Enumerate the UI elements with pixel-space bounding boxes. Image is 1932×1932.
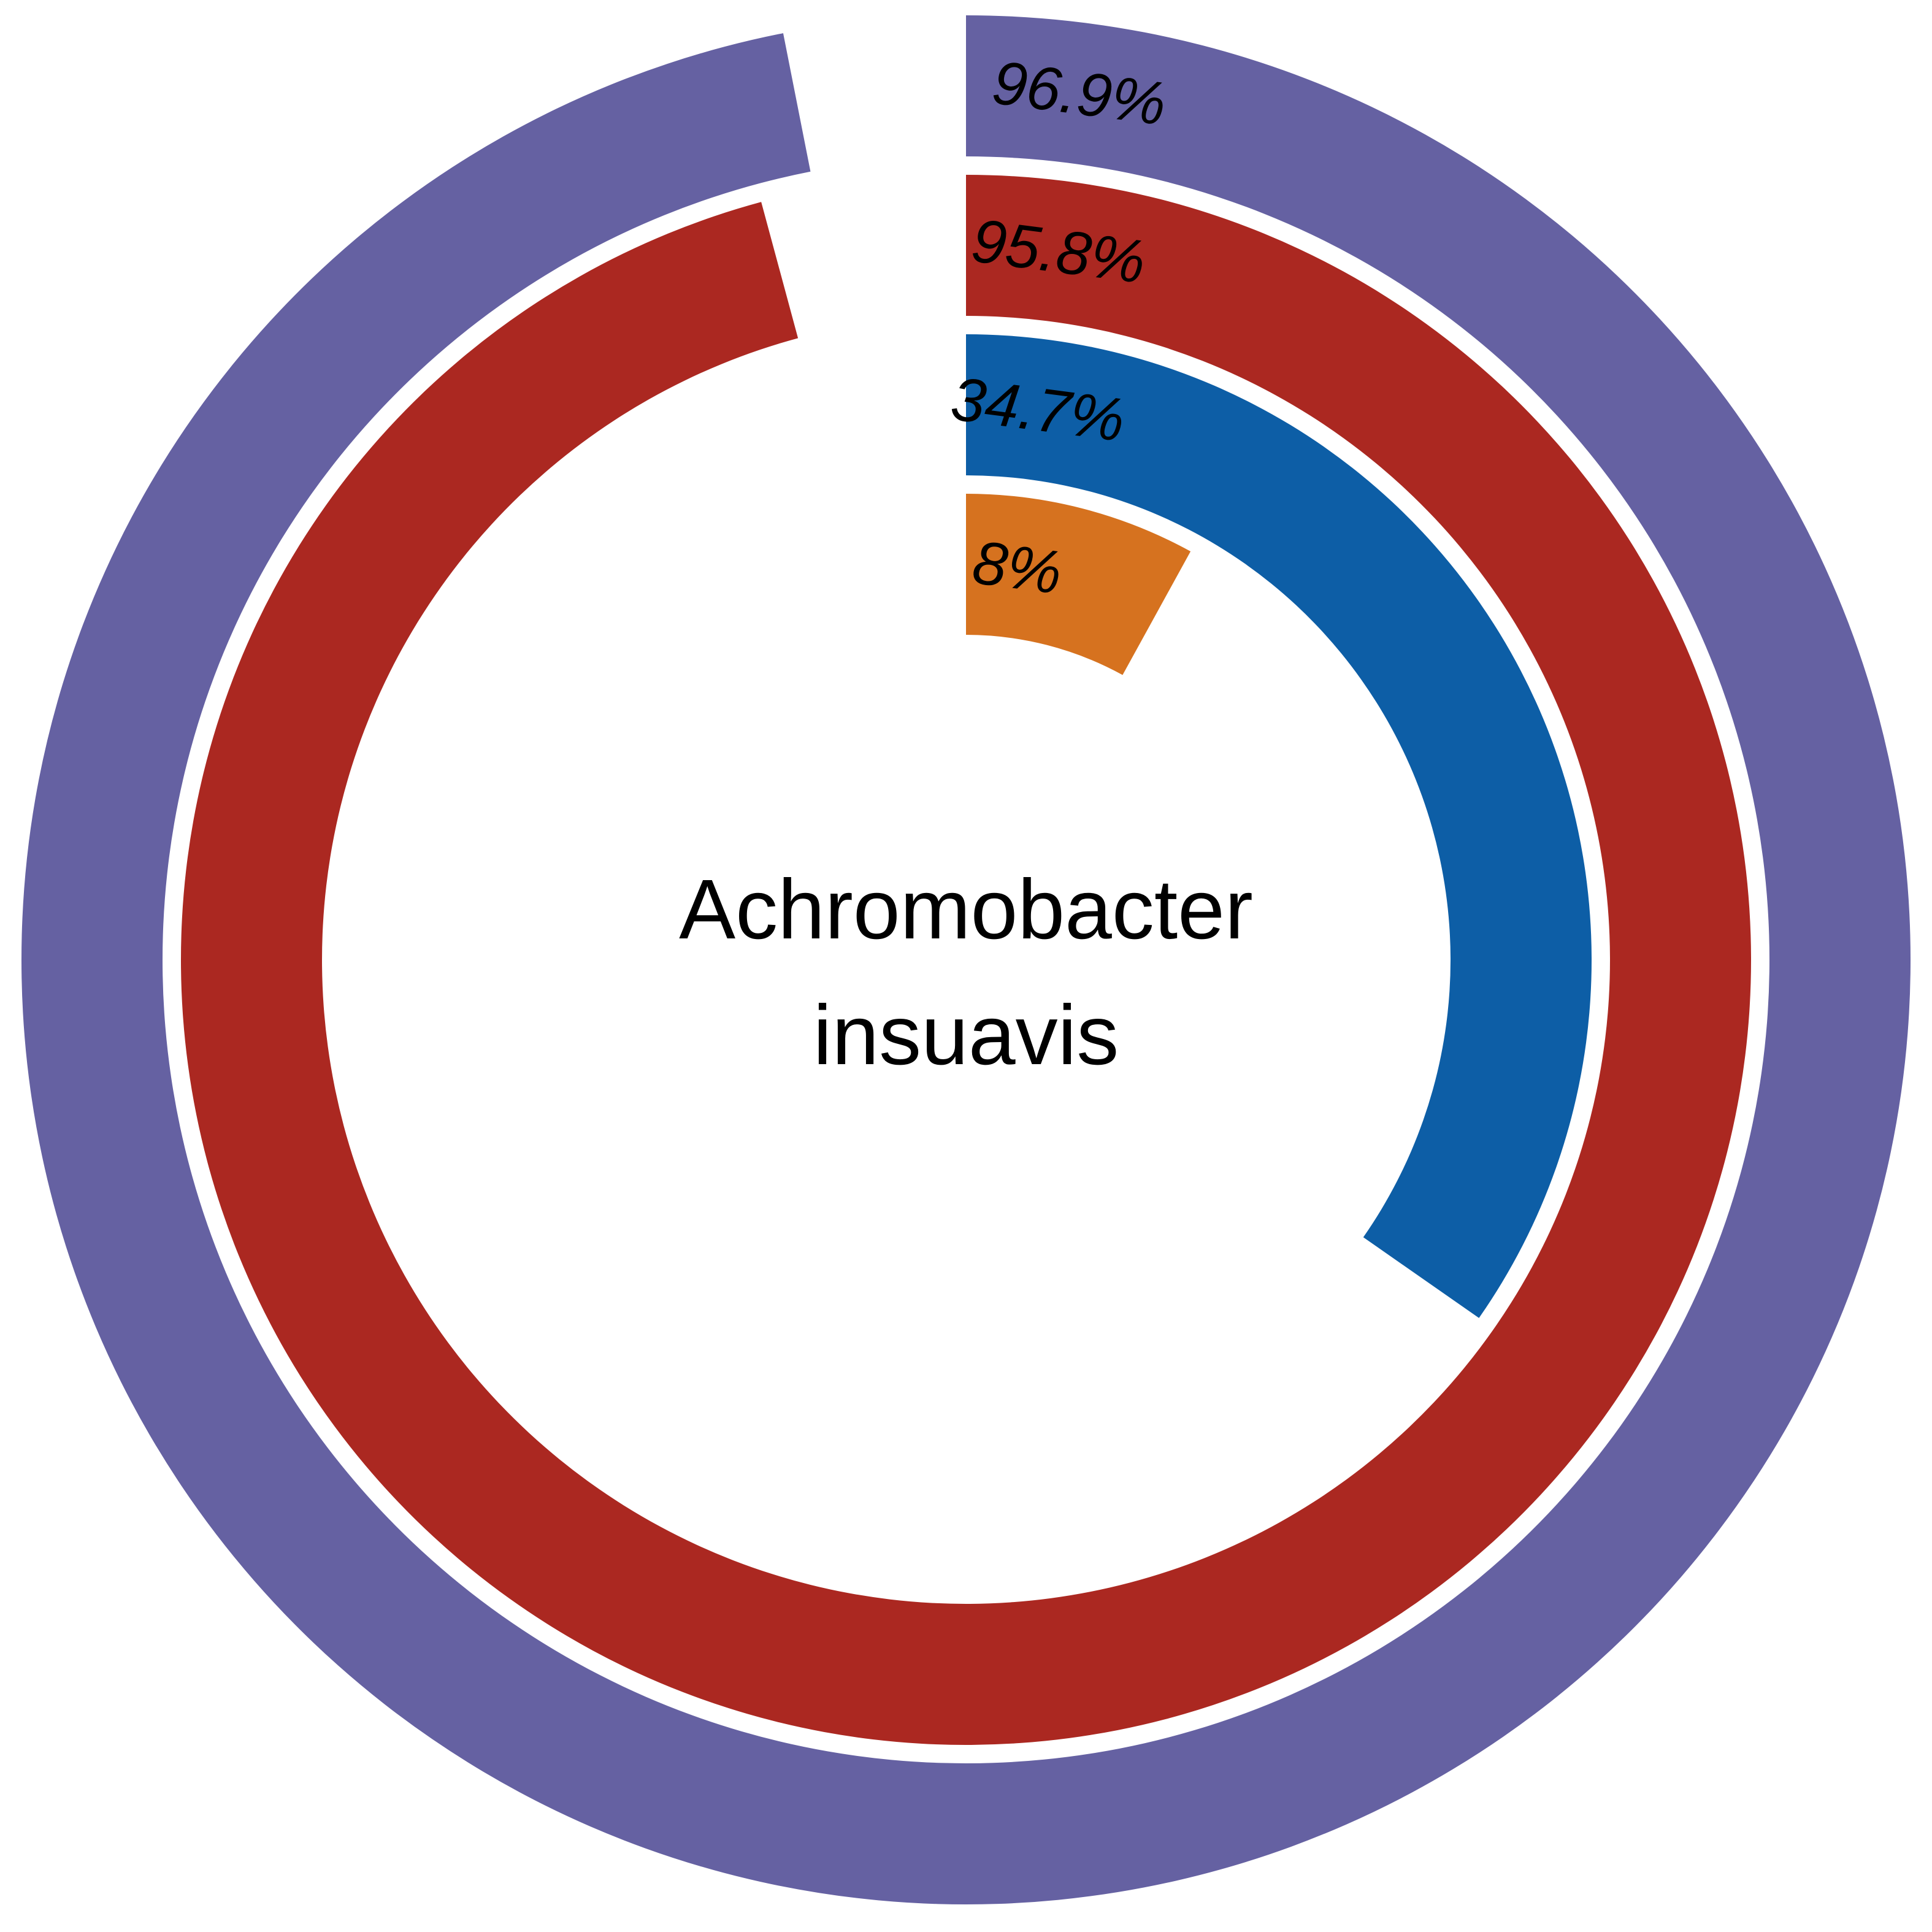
ring-bar-3 (966, 334, 1592, 1318)
chart-rings (21, 15, 1911, 1904)
center-label-line-2: insuavis (813, 988, 1119, 1083)
ring-bar-4 (966, 494, 1191, 675)
ring-value-label-4: 8% (969, 528, 1066, 608)
center-label-line-1: Achromobacter (679, 862, 1253, 957)
